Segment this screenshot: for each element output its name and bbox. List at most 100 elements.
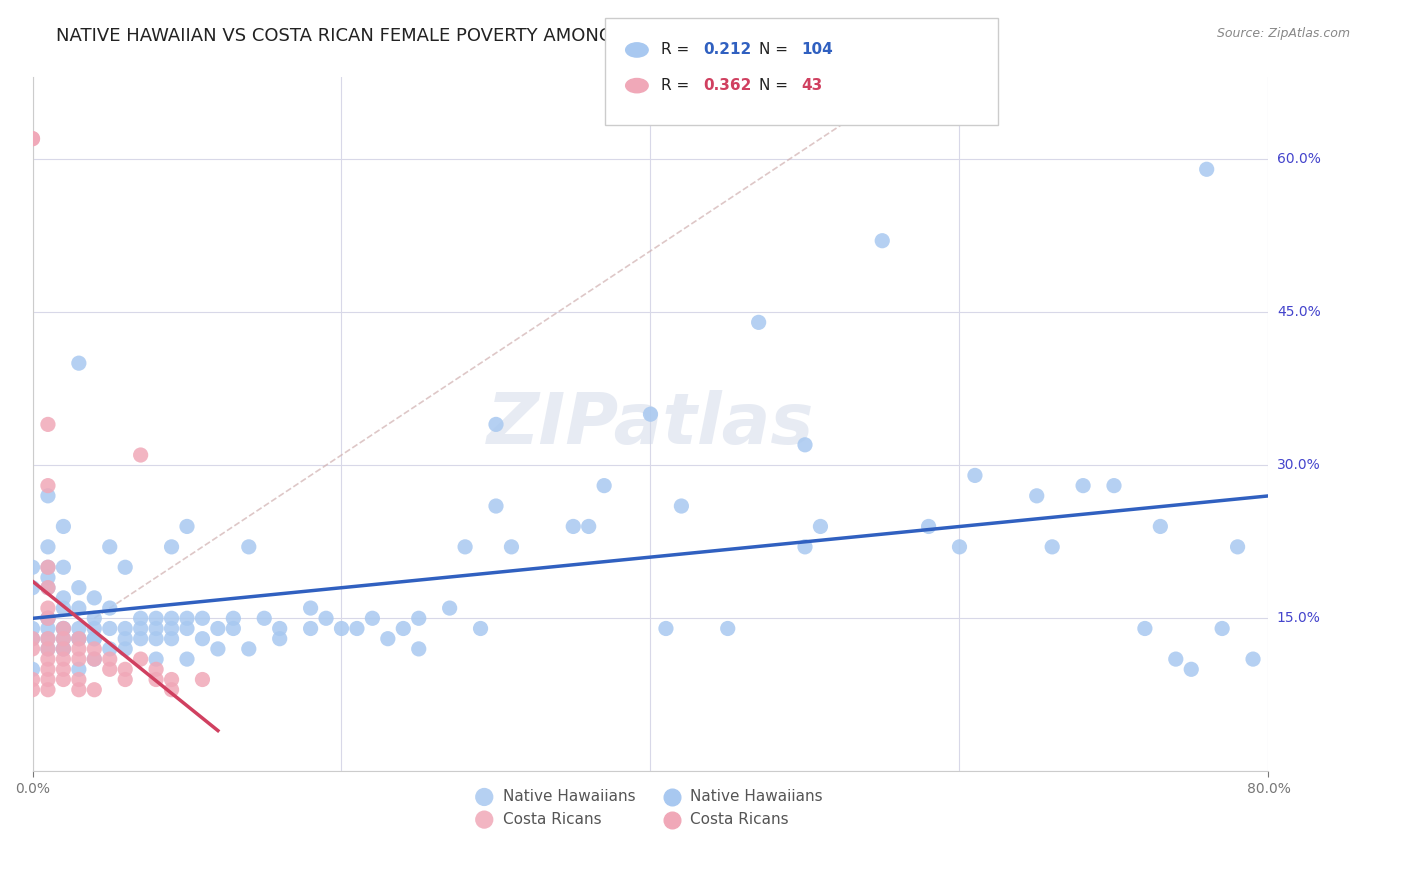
Text: R =: R =	[661, 78, 695, 93]
Costa Ricans	[160, 682, 183, 697]
Native Hawaiians	[160, 540, 183, 554]
Native Hawaiians	[176, 519, 198, 533]
Native Hawaiians	[83, 632, 105, 646]
Native Hawaiians	[917, 519, 939, 533]
Native Hawaiians	[1164, 652, 1187, 666]
Costa Ricans	[21, 641, 44, 656]
Costa Ricans	[37, 581, 59, 595]
Native Hawaiians	[98, 540, 121, 554]
Native Hawaiians	[145, 632, 167, 646]
Native Hawaiians	[160, 632, 183, 646]
Native Hawaiians	[37, 540, 59, 554]
Costa Ricans	[37, 601, 59, 615]
Native Hawaiians	[52, 601, 75, 615]
Native Hawaiians	[176, 611, 198, 625]
Native Hawaiians	[1102, 478, 1125, 492]
Native Hawaiians	[52, 591, 75, 605]
Native Hawaiians	[748, 315, 770, 329]
Native Hawaiians	[346, 622, 368, 636]
Costa Ricans	[67, 673, 90, 687]
Text: Source: ZipAtlas.com: Source: ZipAtlas.com	[1216, 27, 1350, 40]
Costa Ricans	[52, 652, 75, 666]
Native Hawaiians	[83, 591, 105, 605]
Costa Ricans	[98, 662, 121, 676]
Native Hawaiians	[37, 632, 59, 646]
Costa Ricans	[98, 652, 121, 666]
Native Hawaiians	[640, 407, 662, 421]
Native Hawaiians	[37, 622, 59, 636]
Native Hawaiians	[454, 540, 477, 554]
Text: N =: N =	[759, 78, 793, 93]
Native Hawaiians	[37, 570, 59, 584]
Native Hawaiians	[948, 540, 970, 554]
Native Hawaiians	[191, 611, 214, 625]
Native Hawaiians	[83, 652, 105, 666]
Costa Ricans	[160, 673, 183, 687]
Costa Ricans	[129, 652, 152, 666]
Native Hawaiians	[37, 611, 59, 625]
Native Hawaiians	[377, 632, 399, 646]
Costa Ricans	[83, 682, 105, 697]
Native Hawaiians	[1133, 622, 1156, 636]
Native Hawaiians	[52, 622, 75, 636]
Native Hawaiians	[392, 622, 415, 636]
Native Hawaiians	[717, 622, 740, 636]
Text: 0.212: 0.212	[703, 43, 751, 57]
Text: 30.0%: 30.0%	[1277, 458, 1320, 472]
Native Hawaiians	[52, 641, 75, 656]
Native Hawaiians	[439, 601, 461, 615]
Native Hawaiians	[160, 611, 183, 625]
Native Hawaiians	[114, 560, 136, 574]
Native Hawaiians	[37, 489, 59, 503]
Native Hawaiians	[299, 622, 322, 636]
Native Hawaiians	[269, 622, 291, 636]
Costa Ricans	[129, 448, 152, 462]
Native Hawaiians	[52, 560, 75, 574]
Native Hawaiians	[330, 622, 353, 636]
Native Hawaiians	[67, 632, 90, 646]
Text: NATIVE HAWAIIAN VS COSTA RICAN FEMALE POVERTY AMONG 25-34 YEAR OLDS CORRELATION : NATIVE HAWAIIAN VS COSTA RICAN FEMALE PO…	[56, 27, 980, 45]
Costa Ricans	[37, 478, 59, 492]
Costa Ricans	[37, 641, 59, 656]
Text: 60.0%: 60.0%	[1277, 152, 1320, 166]
Native Hawaiians	[361, 611, 384, 625]
Native Hawaiians	[315, 611, 337, 625]
Native Hawaiians	[114, 641, 136, 656]
Native Hawaiians	[655, 622, 678, 636]
Costa Ricans	[21, 131, 44, 145]
Native Hawaiians	[1180, 662, 1202, 676]
Native Hawaiians	[963, 468, 986, 483]
Native Hawaiians	[408, 641, 430, 656]
Costa Ricans	[67, 632, 90, 646]
Native Hawaiians	[485, 417, 508, 432]
Native Hawaiians	[98, 622, 121, 636]
Native Hawaiians	[299, 601, 322, 615]
Native Hawaiians	[160, 622, 183, 636]
Native Hawaiians	[83, 632, 105, 646]
Costa Ricans	[21, 682, 44, 697]
Native Hawaiians	[67, 632, 90, 646]
Native Hawaiians	[238, 540, 260, 554]
Native Hawaiians	[176, 622, 198, 636]
Native Hawaiians	[21, 581, 44, 595]
Native Hawaiians	[1211, 622, 1233, 636]
Native Hawaiians	[114, 632, 136, 646]
Text: 0.362: 0.362	[703, 78, 751, 93]
Native Hawaiians	[67, 356, 90, 370]
Native Hawaiians	[21, 632, 44, 646]
Costa Ricans	[52, 622, 75, 636]
Native Hawaiians	[1040, 540, 1063, 554]
Native Hawaiians	[671, 499, 693, 513]
Native Hawaiians	[129, 611, 152, 625]
Native Hawaiians	[21, 622, 44, 636]
Native Hawaiians	[207, 641, 229, 656]
Costa Ricans	[21, 673, 44, 687]
Native Hawaiians	[1025, 489, 1047, 503]
Costa Ricans	[37, 611, 59, 625]
Native Hawaiians	[269, 632, 291, 646]
Text: ZIPatlas: ZIPatlas	[486, 390, 814, 458]
Native Hawaiians	[238, 641, 260, 656]
Native Hawaiians	[207, 622, 229, 636]
Costa Ricans	[83, 641, 105, 656]
Native Hawaiians	[593, 478, 616, 492]
